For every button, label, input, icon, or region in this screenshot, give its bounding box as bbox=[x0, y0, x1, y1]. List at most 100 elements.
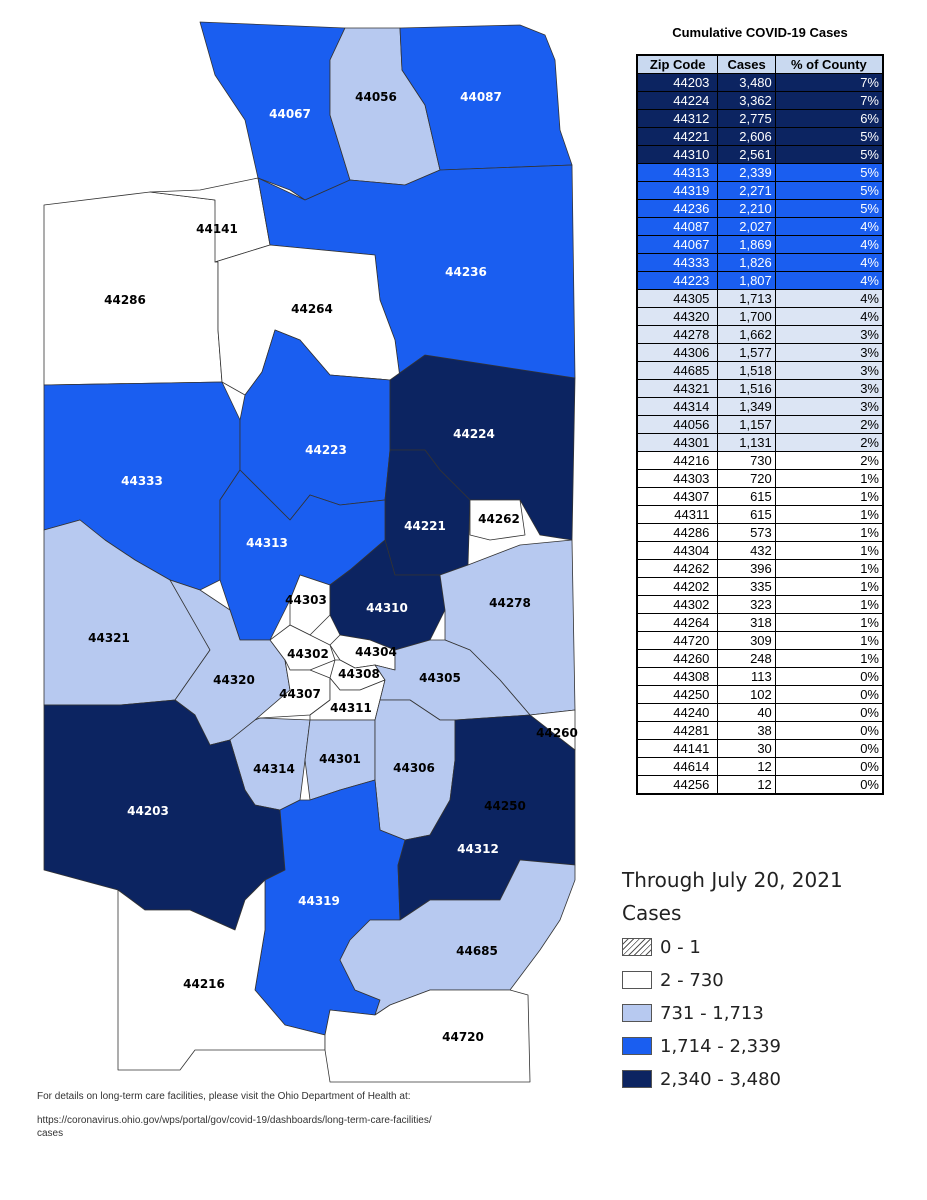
zip-region-44262 bbox=[469, 499, 526, 541]
cell-percent: 3% bbox=[774, 397, 884, 416]
cases-table: Zip Code Cases % of County 44203 3,480 7% 4… bbox=[636, 54, 884, 795]
table-row: 44302 323 1% bbox=[636, 595, 884, 614]
legend-swatch bbox=[622, 971, 652, 989]
cell-percent: 1% bbox=[774, 595, 884, 614]
footer-url-cont: cases bbox=[37, 1128, 64, 1139]
legend-item: 0 - 1 bbox=[622, 936, 843, 958]
header-cases: Cases bbox=[717, 54, 776, 74]
legend-date: Through July 20, 2021 bbox=[622, 868, 843, 892]
zip-region-44720 bbox=[324, 989, 531, 1083]
cell-cases: 3,362 bbox=[717, 91, 776, 110]
cell-zip: 44614 bbox=[636, 757, 719, 776]
table-row: 44260 248 1% bbox=[636, 649, 884, 668]
cell-percent: 4% bbox=[774, 271, 884, 290]
cell-percent: 4% bbox=[774, 235, 884, 254]
cell-cases: 720 bbox=[717, 469, 776, 488]
zip-label-44314: 44314 bbox=[253, 762, 295, 776]
table-row: 44321 1,516 3% bbox=[636, 379, 884, 398]
table-row: 44313 2,339 5% bbox=[636, 163, 884, 182]
cell-percent: 3% bbox=[774, 379, 884, 398]
cell-zip: 44307 bbox=[636, 487, 719, 506]
cell-zip: 44260 bbox=[636, 649, 719, 668]
cell-percent: 6% bbox=[774, 109, 884, 128]
zip-label-44056: 44056 bbox=[355, 90, 397, 104]
table-row: 44203 3,480 7% bbox=[636, 73, 884, 92]
zip-label-44250: 44250 bbox=[484, 799, 526, 813]
cell-zip: 44685 bbox=[636, 361, 719, 380]
cell-zip: 44067 bbox=[636, 235, 719, 254]
zip-label-44319: 44319 bbox=[298, 894, 340, 908]
cell-zip: 44312 bbox=[636, 109, 719, 128]
table-row: 44262 396 1% bbox=[636, 559, 884, 578]
table-row: 44067 1,869 4% bbox=[636, 235, 884, 254]
cell-cases: 1,662 bbox=[717, 325, 776, 344]
table-row: 44320 1,700 4% bbox=[636, 307, 884, 326]
cell-cases: 2,271 bbox=[717, 181, 776, 200]
table-row: 44314 1,349 3% bbox=[636, 397, 884, 416]
cell-zip: 44310 bbox=[636, 145, 719, 164]
zip-label-44141: 44141 bbox=[196, 222, 238, 236]
cell-cases: 12 bbox=[717, 775, 776, 795]
cell-percent: 1% bbox=[774, 523, 884, 542]
cell-cases: 1,700 bbox=[717, 307, 776, 326]
cell-cases: 3,480 bbox=[717, 73, 776, 92]
cell-cases: 2,210 bbox=[717, 199, 776, 218]
zip-label-44286: 44286 bbox=[104, 293, 146, 307]
cell-zip: 44286 bbox=[636, 523, 719, 542]
cell-cases: 12 bbox=[717, 757, 776, 776]
zip-label-44264: 44264 bbox=[291, 302, 333, 316]
cell-zip: 44306 bbox=[636, 343, 719, 362]
cell-zip: 44223 bbox=[636, 271, 719, 290]
cell-percent: 0% bbox=[774, 703, 884, 722]
cell-cases: 2,561 bbox=[717, 145, 776, 164]
cell-percent: 5% bbox=[774, 163, 884, 182]
legend-label: 2 - 730 bbox=[660, 969, 724, 991]
cell-percent: 2% bbox=[774, 415, 884, 434]
cell-cases: 615 bbox=[717, 487, 776, 506]
table-row: 44333 1,826 4% bbox=[636, 253, 884, 272]
cell-cases: 248 bbox=[717, 649, 776, 668]
cell-percent: 7% bbox=[774, 91, 884, 110]
zip-region-44310 bbox=[329, 539, 446, 651]
table-row: 44310 2,561 5% bbox=[636, 145, 884, 164]
zip-label-44312: 44312 bbox=[457, 842, 499, 856]
zip-region-44087 bbox=[399, 24, 573, 171]
cell-zip: 44256 bbox=[636, 775, 719, 795]
table-row: 44308 113 0% bbox=[636, 667, 884, 686]
cell-cases: 335 bbox=[717, 577, 776, 596]
cell-zip: 44303 bbox=[636, 469, 719, 488]
cell-percent: 1% bbox=[774, 505, 884, 524]
cell-cases: 113 bbox=[717, 667, 776, 686]
footer-url: https://coronavirus.ohio.gov/wps/portal/… bbox=[37, 1115, 432, 1126]
zip-label-44087: 44087 bbox=[460, 90, 502, 104]
cell-cases: 2,775 bbox=[717, 109, 776, 128]
zip-label-44308: 44308 bbox=[338, 667, 380, 681]
cell-percent: 1% bbox=[774, 613, 884, 632]
cell-cases: 2,339 bbox=[717, 163, 776, 182]
zip-label-44303: 44303 bbox=[285, 593, 327, 607]
zip-label-44304: 44304 bbox=[355, 645, 397, 659]
zip-label-44321: 44321 bbox=[88, 631, 130, 645]
table-row: 44305 1,713 4% bbox=[636, 289, 884, 308]
cell-zip: 44333 bbox=[636, 253, 719, 272]
zip-label-44306: 44306 bbox=[393, 761, 435, 775]
cell-percent: 1% bbox=[774, 469, 884, 488]
cell-zip: 44216 bbox=[636, 451, 719, 470]
zip-label-44313: 44313 bbox=[246, 536, 288, 550]
cell-percent: 0% bbox=[774, 667, 884, 686]
zip-label-44067: 44067 bbox=[269, 107, 311, 121]
cell-cases: 1,516 bbox=[717, 379, 776, 398]
table-row: 44264 318 1% bbox=[636, 613, 884, 632]
footer-line1: For details on long-term care facilities… bbox=[37, 1091, 411, 1102]
cell-zip: 44203 bbox=[636, 73, 719, 92]
zip-label-44216: 44216 bbox=[183, 977, 225, 991]
cell-percent: 5% bbox=[774, 127, 884, 146]
zip-label-44333: 44333 bbox=[121, 474, 163, 488]
cell-cases: 1,518 bbox=[717, 361, 776, 380]
legend-swatch bbox=[622, 1037, 652, 1055]
table-row: 44303 720 1% bbox=[636, 469, 884, 488]
table-row: 44281 38 0% bbox=[636, 721, 884, 740]
cell-zip: 44305 bbox=[636, 289, 719, 308]
cell-zip: 44141 bbox=[636, 739, 719, 758]
zip-code-map: 44067 44056 44087 44141 44286 44264 44236 44223… bbox=[43, 21, 578, 1083]
